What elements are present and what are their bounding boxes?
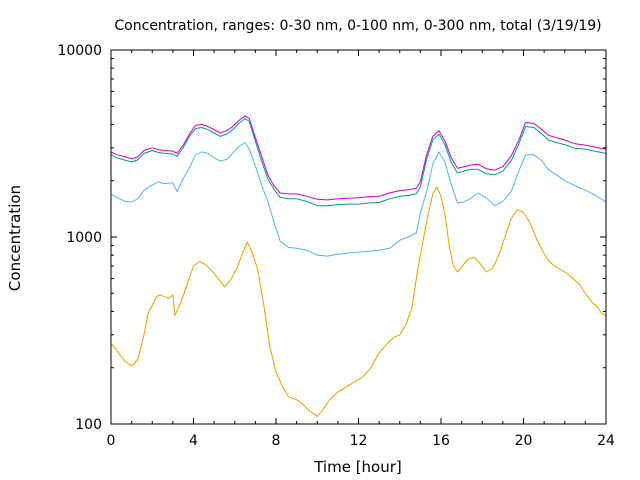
series-group [110, 115, 607, 417]
series-line-4 [110, 115, 607, 201]
y-tick-label: 100 [75, 417, 102, 433]
y-axis-label: Concentration [6, 185, 24, 291]
y-tick-label: 10000 [57, 43, 102, 59]
x-tick-label: 16 [432, 433, 450, 449]
y-tick-label: 1000 [66, 230, 102, 246]
x-tick-label: 20 [515, 433, 533, 449]
axis-ticks: 0 4 8 12 16 20 24 100 1000 10000 [57, 43, 615, 449]
plot-frame [110, 49, 607, 425]
chart-title: Concentration, ranges: 0-30 nm, 0-100 nm… [114, 18, 601, 34]
x-tick-label: 24 [597, 433, 615, 449]
series-line-2 [110, 142, 607, 257]
series-line-3 [110, 118, 607, 207]
x-tick-label: 0 [107, 433, 116, 449]
series-line-1 [110, 186, 607, 417]
x-axis-label: Time [hour] [313, 458, 402, 476]
x-tick-label: 4 [189, 433, 198, 449]
x-tick-label: 12 [350, 433, 368, 449]
x-tick-label: 8 [272, 433, 281, 449]
